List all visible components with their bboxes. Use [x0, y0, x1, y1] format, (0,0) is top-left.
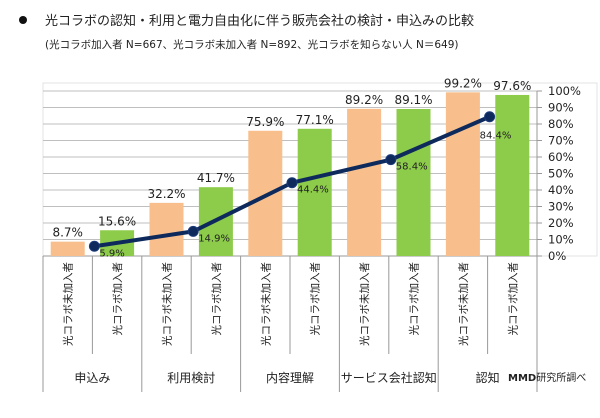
source-credit: MMD研究所調べ — [508, 369, 586, 384]
y-tick-label: 10% — [548, 233, 574, 247]
title-bullet-icon — [19, 16, 27, 24]
bar-value-label: 41.7% — [197, 171, 235, 185]
line-value-label: 44.4% — [297, 185, 329, 196]
bar-value-label: 97.6% — [493, 79, 531, 93]
bar — [445, 92, 480, 256]
line-point — [88, 240, 100, 252]
line-point — [385, 154, 397, 166]
y-tick-label: 90% — [548, 101, 574, 115]
bar-value-label: 15.6% — [98, 214, 136, 228]
y-tick-label: 100% — [548, 84, 581, 98]
bar-value-label: 89.1% — [394, 93, 432, 107]
y-tick-label: 60% — [548, 150, 574, 164]
chart-subtitle: (光コラボ加入者 N=667、光コラボ未加入者 N=892、光コラボを知らない人… — [45, 39, 459, 51]
source-brand: MMD — [508, 373, 537, 384]
category-label: 光コラボ加入者 — [210, 262, 223, 336]
bar-value-label: 75.9% — [246, 115, 284, 129]
bar-value-label: 89.2% — [345, 93, 383, 107]
category-label: 光コラボ未加入者 — [259, 262, 272, 346]
bar-value-label: 77.1% — [296, 113, 334, 127]
line-point — [286, 177, 298, 189]
category-label: 光コラボ未加入者 — [457, 262, 470, 346]
group-label: サービス会社認知 — [341, 370, 437, 385]
y-tick-label: 0% — [548, 249, 566, 263]
line-point — [187, 225, 199, 237]
category-label: 光コラボ加入者 — [506, 262, 519, 336]
y-tick-label: 80% — [548, 117, 574, 131]
bar-value-label: 99.2% — [444, 76, 482, 90]
category-label: 光コラボ加入者 — [111, 262, 124, 336]
source-suffix: 研究所調べ — [536, 373, 587, 384]
group-label: 利用検討 — [167, 370, 215, 385]
line-value-label: 84.4% — [480, 131, 512, 142]
y-tick-label: 20% — [548, 216, 574, 230]
bar — [396, 108, 431, 256]
category-label: 光コラボ未加入者 — [358, 262, 371, 346]
bar — [248, 130, 283, 256]
bar — [347, 108, 382, 256]
group-label: 認知 — [476, 370, 500, 385]
y-tick-label: 70% — [548, 134, 574, 148]
line-value-label: 14.9% — [198, 233, 230, 244]
category-label: 光コラボ未加入者 — [161, 262, 174, 346]
y-tick-label: 30% — [548, 200, 574, 214]
chart-title: 光コラボの認知・利用と電力自由化に伴う販売会社の検討・申込みの比較 — [45, 14, 475, 29]
category-label: 光コラボ加入者 — [309, 262, 322, 336]
bar — [50, 241, 85, 256]
line-point — [484, 111, 496, 123]
category-label: 光コラボ加入者 — [408, 262, 421, 336]
bar-value-label: 32.2% — [147, 187, 185, 201]
group-label: 内容理解 — [266, 370, 314, 385]
line-value-label: 58.4% — [396, 162, 428, 173]
bar — [149, 202, 184, 256]
group-label: 申込み — [74, 371, 110, 385]
bar — [297, 128, 332, 256]
bar-value-label: 8.7% — [52, 226, 83, 240]
line-value-label: 5.9% — [99, 248, 124, 259]
category-label: 光コラボ未加入者 — [62, 262, 75, 346]
bar — [495, 94, 530, 257]
y-tick-label: 50% — [548, 167, 574, 181]
y-tick-label: 40% — [548, 183, 574, 197]
